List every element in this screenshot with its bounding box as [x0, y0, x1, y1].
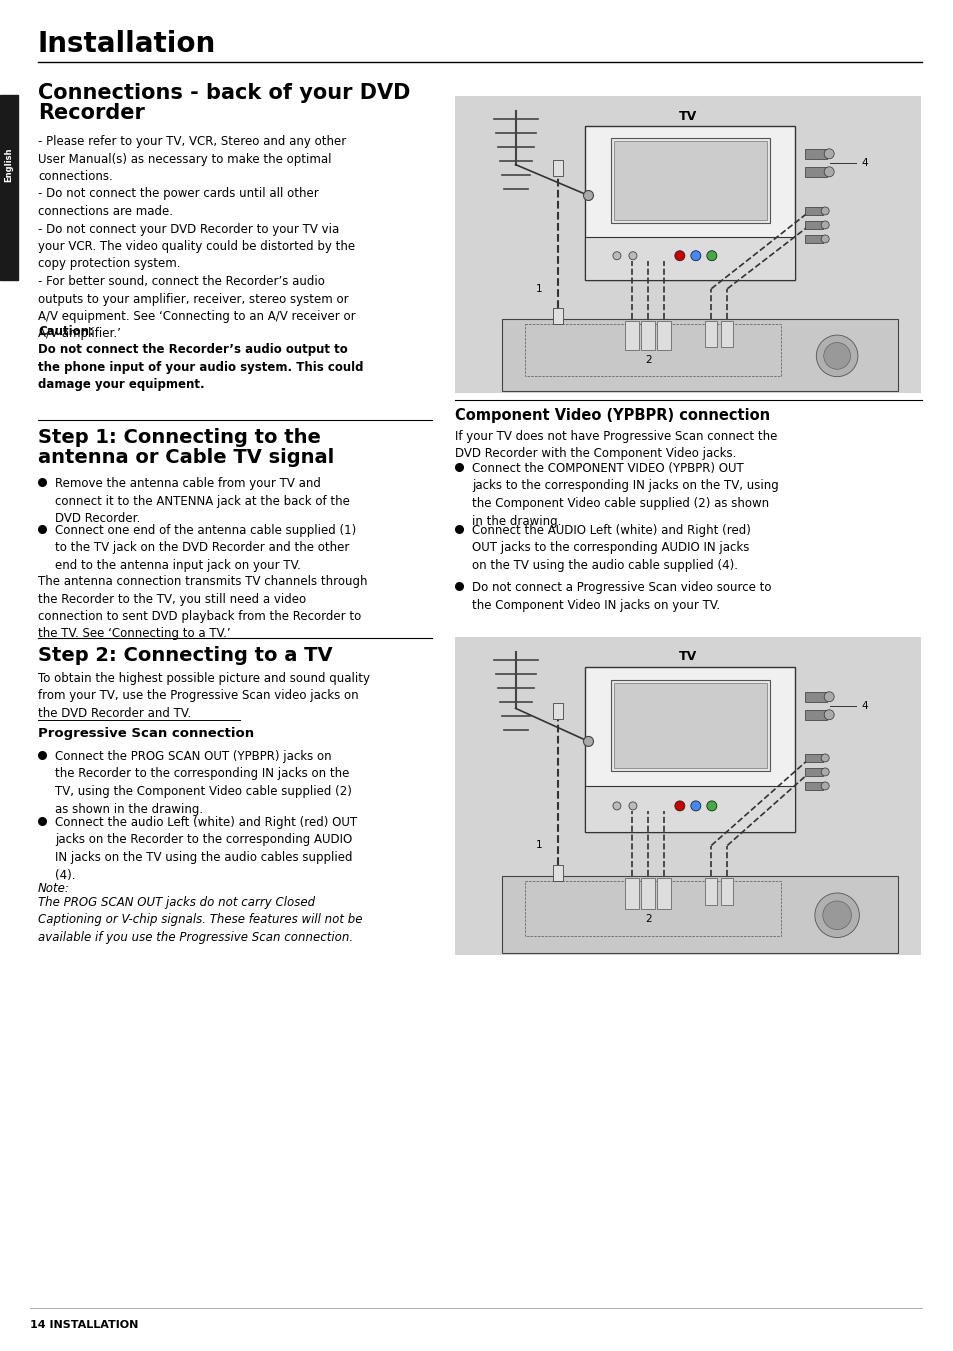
Text: Do not connect the Recorder’s audio output to
the phone input of your audio syst: Do not connect the Recorder’s audio outp… — [38, 343, 363, 390]
Text: Connect the AUDIO Left (white) and Right (red)
OUT jacks to the corresponding AU: Connect the AUDIO Left (white) and Right… — [472, 524, 750, 571]
Bar — [720, 320, 733, 347]
Text: 4: 4 — [861, 701, 867, 711]
Text: Connect one end of the antenna cable supplied (1)
to the TV jack on the DVD Reco: Connect one end of the antenna cable sup… — [55, 524, 355, 571]
Bar — [720, 878, 733, 905]
Bar — [804, 166, 826, 177]
Text: Caution:: Caution: — [38, 326, 93, 338]
Circle shape — [612, 802, 620, 809]
Text: Step 1: Connecting to the: Step 1: Connecting to the — [38, 428, 320, 447]
Bar — [657, 878, 670, 909]
Bar — [804, 235, 822, 243]
Text: The PROG SCAN OUT jacks do not carry Closed
Captioning or V-chip signals. These : The PROG SCAN OUT jacks do not carry Clo… — [38, 896, 362, 944]
Bar — [501, 875, 897, 952]
Circle shape — [628, 251, 637, 259]
Circle shape — [823, 709, 833, 720]
Bar — [585, 126, 795, 281]
Circle shape — [628, 802, 637, 809]
Circle shape — [583, 736, 593, 746]
Text: Connect the PROG SCAN OUT (YPBPR) jacks on
the Recorder to the corresponding IN : Connect the PROG SCAN OUT (YPBPR) jacks … — [55, 750, 352, 816]
Bar — [804, 149, 826, 159]
Circle shape — [822, 343, 849, 369]
Bar — [585, 786, 795, 832]
Bar — [640, 320, 655, 350]
Bar — [804, 222, 822, 228]
Bar — [610, 681, 769, 771]
Text: antenna or Cable TV signal: antenna or Cable TV signal — [38, 449, 334, 467]
Text: Connections - back of your DVD: Connections - back of your DVD — [38, 82, 410, 103]
Text: Note:: Note: — [38, 882, 70, 894]
Text: English: English — [5, 147, 13, 182]
Bar — [524, 881, 781, 936]
Text: Connect the COMPONENT VIDEO (YPBPR) OUT
jacks to the corresponding IN jacks on t: Connect the COMPONENT VIDEO (YPBPR) OUT … — [472, 462, 778, 527]
Text: 1: 1 — [536, 840, 542, 851]
Bar — [455, 638, 920, 955]
Circle shape — [816, 335, 857, 377]
Bar — [704, 878, 717, 905]
Bar — [624, 320, 639, 350]
Text: Remove the antenna cable from your TV and
connect it to the ANTENNA jack at the : Remove the antenna cable from your TV an… — [55, 477, 350, 526]
Bar — [552, 704, 562, 719]
Text: Connect the audio Left (white) and Right (red) OUT
jacks on the Recorder to the : Connect the audio Left (white) and Right… — [55, 816, 356, 881]
Circle shape — [674, 251, 684, 261]
Text: Component Video (YPBPR) connection: Component Video (YPBPR) connection — [455, 408, 769, 423]
Bar — [552, 865, 562, 881]
Bar — [804, 754, 822, 762]
Circle shape — [674, 801, 684, 811]
Text: TV: TV — [679, 650, 697, 663]
Text: 4: 4 — [861, 158, 867, 168]
Text: Do not connect a Progressive Scan video source to
the Component Video IN jacks o: Do not connect a Progressive Scan video … — [472, 581, 771, 612]
Bar — [804, 692, 826, 701]
Bar — [640, 878, 655, 909]
Circle shape — [821, 901, 850, 929]
Bar — [804, 782, 822, 790]
Circle shape — [690, 251, 700, 261]
Bar — [501, 319, 897, 390]
Text: The antenna connection transmits TV channels through
the Recorder to the TV, you: The antenna connection transmits TV chan… — [38, 576, 367, 640]
Circle shape — [821, 222, 828, 228]
Text: 1: 1 — [536, 284, 542, 293]
Circle shape — [583, 190, 593, 200]
Circle shape — [821, 767, 828, 775]
Bar — [624, 878, 639, 909]
Circle shape — [823, 692, 833, 701]
Circle shape — [690, 801, 700, 811]
Circle shape — [612, 251, 620, 259]
Text: 2: 2 — [644, 915, 651, 924]
Text: 14 INSTALLATION: 14 INSTALLATION — [30, 1320, 138, 1329]
Text: - Please refer to your TV, VCR, Stereo and any other
User Manual(s) as necessary: - Please refer to your TV, VCR, Stereo a… — [38, 135, 355, 340]
Text: If your TV does not have Progressive Scan connect the
DVD Recorder with the Comp: If your TV does not have Progressive Sca… — [455, 430, 777, 461]
Bar — [524, 324, 781, 376]
Bar — [613, 684, 766, 769]
Circle shape — [821, 754, 828, 762]
Bar — [0, 95, 18, 280]
Text: TV: TV — [679, 109, 697, 123]
Circle shape — [706, 251, 716, 261]
Bar — [804, 767, 822, 775]
Bar — [657, 320, 670, 350]
Circle shape — [823, 166, 833, 177]
Circle shape — [821, 235, 828, 243]
Bar — [704, 320, 717, 347]
Circle shape — [821, 782, 828, 790]
Circle shape — [823, 149, 833, 159]
Bar — [585, 238, 795, 281]
Bar — [585, 667, 795, 832]
Text: Step 2: Connecting to a TV: Step 2: Connecting to a TV — [38, 646, 333, 665]
Bar — [610, 138, 769, 223]
Bar — [552, 308, 562, 324]
Bar — [455, 96, 920, 393]
Bar — [804, 207, 822, 215]
Text: Installation: Installation — [38, 30, 216, 58]
Bar — [552, 159, 562, 176]
Bar — [804, 709, 826, 720]
Text: 2: 2 — [644, 354, 651, 365]
Text: Progressive Scan connection: Progressive Scan connection — [38, 727, 253, 740]
Text: To obtain the highest possible picture and sound quality
from your TV, use the P: To obtain the highest possible picture a… — [38, 671, 370, 720]
Circle shape — [821, 207, 828, 215]
Circle shape — [706, 801, 716, 811]
Bar — [613, 142, 766, 220]
Text: Recorder: Recorder — [38, 103, 145, 123]
Circle shape — [814, 893, 859, 938]
